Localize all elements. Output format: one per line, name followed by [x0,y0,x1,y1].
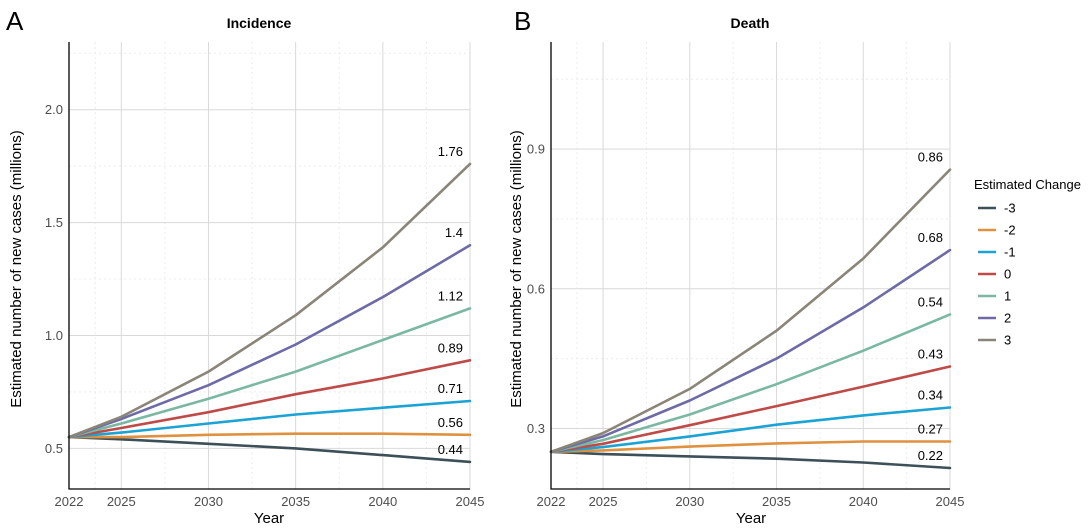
legend-items: -3 -2 -1 0 1 2 3 [978,201,1016,348]
axes-incidence: 0.5 1.0 1.5 2.0 2022 2025 2030 2035 2040 2045 [45,42,485,509]
x-tick-label: 2025 [589,494,618,509]
x-tick-label: 2035 [762,494,791,509]
end-label--1: 0.34 [918,388,943,403]
legend-label-2: 2 [1004,311,1011,326]
series-line-2 [549,248,952,454]
x-tick-label: 2040 [368,494,397,509]
x-tick-label: 2030 [194,494,223,509]
x-axis-title-incidence: Year [254,510,284,527]
grid-incidence [68,42,471,489]
y-tick-label: 0.5 [45,441,63,456]
panel-letter-b: B [514,6,531,36]
y-tick-label: 2.0 [45,102,63,117]
end-label--3: 0.22 [918,448,943,463]
legend-label-1: 1 [1004,289,1011,304]
x-tick-label: 2040 [849,494,878,509]
series-line--3 [67,435,472,464]
legend-label-3: 3 [1004,333,1011,348]
legend-label--3: -3 [1004,201,1016,216]
y-axis-title-incidence: Estimated number of new cases (millions) [8,130,25,408]
series-line--1 [549,406,952,454]
panel-title-incidence: Incidence [227,15,292,31]
y-tick-label: 0.6 [527,281,545,296]
end-label--1: 0.71 [438,381,463,396]
y-tick-label: 0.9 [527,142,545,157]
series-lines-death [549,168,952,470]
series-line-2 [67,243,472,439]
panel-title-death: Death [731,15,770,31]
end-label-3: 1.76 [438,144,463,159]
y-tick-label: 1.0 [45,328,63,343]
series-line--2 [549,440,952,454]
x-tick-label: 2035 [281,494,310,509]
end-labels-incidence: 0.44 0.56 0.71 0.89 1.12 1.4 1.76 [438,144,463,457]
grid-death [550,42,951,489]
series-line--1 [67,399,472,439]
x-axis-title-death: Year [736,510,766,527]
end-labels-death: 0.22 0.27 0.34 0.43 0.54 0.68 0.86 [918,150,943,463]
end-label-3: 0.86 [918,150,943,165]
end-label--2: 0.56 [438,415,463,430]
panel-letter-a: A [6,6,24,36]
legend-title: Estimated Change [974,177,1081,192]
x-tick-label: 2022 [537,494,566,509]
x-tick-label: 2022 [55,494,84,509]
axes-death: 0.3 0.6 0.9 2022 2025 2030 2035 2040 2045 [527,42,965,509]
end-label--3: 0.44 [438,442,463,457]
series-line-1 [67,307,472,439]
end-label-1: 0.54 [918,294,943,309]
legend-label-0: 0 [1004,267,1011,282]
series-line-0 [67,358,472,439]
legend-label--1: -1 [1004,245,1016,260]
panel-incidence: A Incidence 0.5 1.0 1.5 2.0 2022 2025 2030 2035… [6,6,484,527]
panel-death: B Death 0.3 0.6 0.9 2022 2025 2030 2035 2040 204… [508,6,964,527]
end-label--2: 0.27 [918,422,943,437]
series-line-3 [67,162,472,439]
series-line-0 [549,365,952,454]
series-line--2 [67,432,472,439]
end-label-0: 0.43 [918,347,943,362]
end-label-2: 0.68 [918,230,943,245]
end-label-2: 1.4 [445,225,463,240]
series-lines-incidence [67,162,472,464]
end-label-0: 0.89 [438,340,463,355]
end-label-1: 1.12 [438,288,463,303]
y-axis-title-death: Estimated number of new cases (millions) [508,130,525,408]
x-tick-label: 2025 [107,494,136,509]
series-line--3 [549,450,952,470]
series-line-3 [549,168,952,454]
legend: Estimated Change -3 -2 -1 0 1 2 3 [974,177,1081,348]
x-tick-label: 2045 [456,494,485,509]
y-tick-label: 1.5 [45,215,63,230]
x-tick-label: 2030 [675,494,704,509]
series-line-1 [549,313,952,454]
legend-label--2: -2 [1004,223,1016,238]
y-tick-label: 0.3 [527,421,545,436]
x-tick-label: 2045 [936,494,965,509]
